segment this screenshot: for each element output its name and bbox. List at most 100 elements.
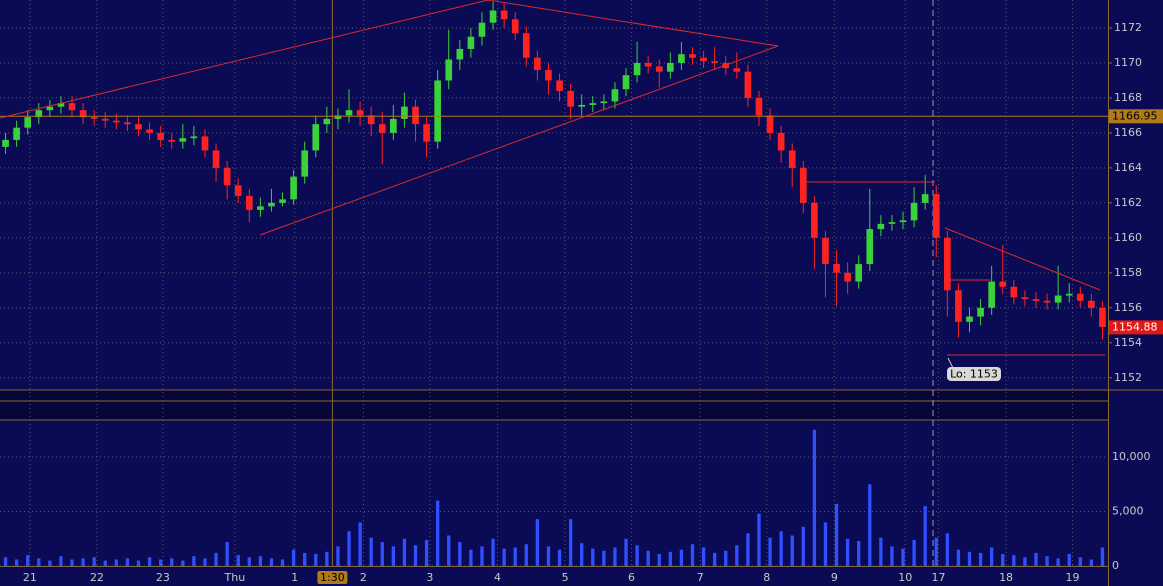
- volume-bar: [591, 548, 595, 566]
- candle-body: [46, 106, 54, 111]
- volume-bar: [48, 560, 52, 566]
- volume-bar: [1045, 556, 1049, 566]
- volume-bar: [435, 500, 440, 566]
- candle-body: [1065, 293, 1073, 296]
- volume-bar: [956, 549, 961, 566]
- volume-bar: [402, 538, 407, 566]
- volume-bar: [845, 538, 850, 566]
- candle-body: [356, 110, 364, 116]
- y-tick-label: 1158: [1114, 266, 1142, 279]
- volume-bar: [746, 533, 750, 566]
- candle-body: [79, 110, 87, 118]
- candle-body: [367, 115, 375, 125]
- volume-bar: [602, 550, 606, 566]
- volume-bar: [147, 557, 152, 566]
- volume-bar: [812, 429, 817, 566]
- volume-bar: [447, 535, 451, 566]
- volume-bar: [657, 554, 661, 566]
- candle-body: [866, 229, 874, 265]
- volume-bar: [701, 547, 706, 566]
- volume-bar: [735, 545, 739, 566]
- x-tick-label: 19: [1066, 571, 1080, 584]
- candle-body: [999, 281, 1007, 287]
- trendlines: [0, 0, 1105, 356]
- volume-bar: [236, 555, 240, 566]
- y-tick-label: 1160: [1114, 231, 1142, 244]
- candle-body: [766, 115, 774, 133]
- volume-bar: [325, 551, 329, 566]
- volume-bar: [801, 526, 805, 566]
- volume-bar: [92, 557, 96, 566]
- x-tick-label: 3: [426, 571, 433, 584]
- volume-bar: [513, 547, 517, 566]
- volume-bar: [192, 556, 196, 566]
- volume-bar: [37, 558, 41, 566]
- volume-bar: [81, 558, 85, 566]
- volume-bar: [945, 533, 950, 566]
- x-tick-label: 2: [360, 571, 367, 584]
- volume-bar: [314, 554, 318, 566]
- candle-body: [822, 237, 829, 265]
- candle-body: [245, 195, 253, 210]
- callout-pointer: [947, 357, 954, 369]
- candle-body: [24, 117, 32, 128]
- volume-bar: [757, 513, 761, 566]
- candle-body: [401, 106, 408, 119]
- x-tick-label: 22: [90, 571, 104, 584]
- callout-box: [947, 367, 1001, 381]
- candle-body: [1043, 300, 1051, 303]
- volume-bar: [280, 559, 285, 566]
- candle-body: [977, 307, 984, 317]
- low-annotation: Lo: 1153: [950, 368, 998, 381]
- volume-bar: [823, 522, 828, 566]
- candle-body: [777, 132, 785, 151]
- candle-body: [966, 316, 973, 322]
- marks: [0, 1, 1108, 566]
- candle-body: [378, 124, 386, 133]
- volume-bar: [779, 531, 783, 566]
- volume-bar: [524, 544, 528, 566]
- volume-bar: [1001, 554, 1005, 566]
- candle-body: [944, 237, 951, 291]
- candle-body: [899, 220, 907, 223]
- low-callout: Lo: 1153: [947, 357, 1001, 381]
- candle-body: [1076, 293, 1084, 301]
- volume-bar: [923, 506, 927, 566]
- candle-body: [212, 150, 220, 168]
- trendline: [0, 0, 489, 119]
- candle-body: [522, 33, 530, 58]
- candle-body: [622, 75, 630, 90]
- candle-body: [345, 110, 353, 116]
- volume-bar: [258, 556, 263, 566]
- candle-body: [744, 71, 752, 98]
- candle-body: [644, 62, 652, 67]
- volume-bar: [469, 549, 473, 566]
- volume-bar: [380, 542, 384, 566]
- candle-body: [844, 272, 851, 282]
- candle-body: [1054, 295, 1062, 303]
- candle-body: [877, 223, 885, 230]
- volume-bar: [413, 545, 418, 566]
- candle-body: [921, 194, 929, 203]
- y-tick-label: 5,000: [1112, 505, 1144, 518]
- volume-bar: [502, 548, 506, 566]
- volume-bar: [303, 552, 307, 566]
- volume-bar: [70, 559, 74, 566]
- candle-body: [500, 10, 508, 20]
- candle-body: [57, 103, 65, 107]
- reference-price-label: 1166.95: [1112, 109, 1158, 122]
- candle-body: [589, 103, 597, 105]
- volume-bar: [1012, 555, 1016, 566]
- candle-body: [932, 194, 940, 238]
- candle-body: [268, 202, 275, 207]
- candle-body: [279, 199, 286, 203]
- volume-bar: [989, 547, 994, 566]
- volume-bar: [358, 522, 362, 566]
- volume-bar: [158, 559, 163, 566]
- candle-body: [1032, 299, 1040, 301]
- volume-bar: [1100, 547, 1105, 566]
- x-tick-label: 1: [291, 571, 298, 584]
- candle-body: [201, 136, 209, 151]
- y-tick-label: 1170: [1114, 56, 1142, 69]
